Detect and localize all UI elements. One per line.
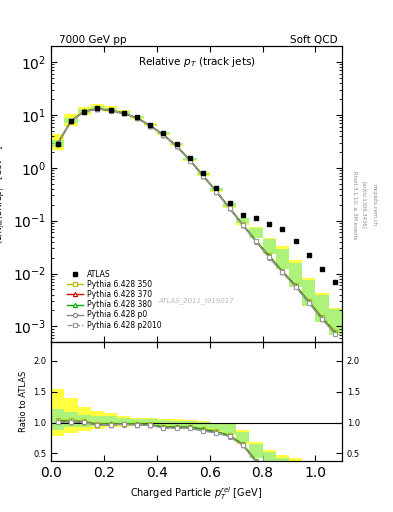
Y-axis label: Ratio to ATLAS: Ratio to ATLAS	[18, 371, 28, 432]
Text: mcplots.cern.ch: mcplots.cern.ch	[371, 184, 376, 226]
Text: ATLAS_2011_I919017: ATLAS_2011_I919017	[159, 297, 234, 304]
Legend: ATLAS, Pythia 6.428 350, Pythia 6.428 370, Pythia 6.428 380, Pythia 6.428 p0, Py: ATLAS, Pythia 6.428 350, Pythia 6.428 37…	[64, 267, 164, 333]
Text: 7000 GeV pp: 7000 GeV pp	[59, 34, 127, 45]
Text: [arXiv:1306.3436]: [arXiv:1306.3436]	[362, 181, 367, 229]
Text: Rivet 3.1.10, ≥ 3M events: Rivet 3.1.10, ≥ 3M events	[352, 170, 357, 239]
Text: Soft QCD: Soft QCD	[290, 34, 338, 45]
X-axis label: Charged Particle $p_T^{rel}$ [GeV]: Charged Particle $p_T^{rel}$ [GeV]	[130, 485, 263, 502]
Text: Relative $p_T$ (track jets): Relative $p_T$ (track jets)	[138, 55, 255, 69]
Y-axis label: $(1/N_{jet})dN/dp_T^{rel}\ [\mathrm{GeV}^{-1}]$: $(1/N_{jet})dN/dp_T^{rel}\ [\mathrm{GeV}…	[0, 145, 7, 244]
